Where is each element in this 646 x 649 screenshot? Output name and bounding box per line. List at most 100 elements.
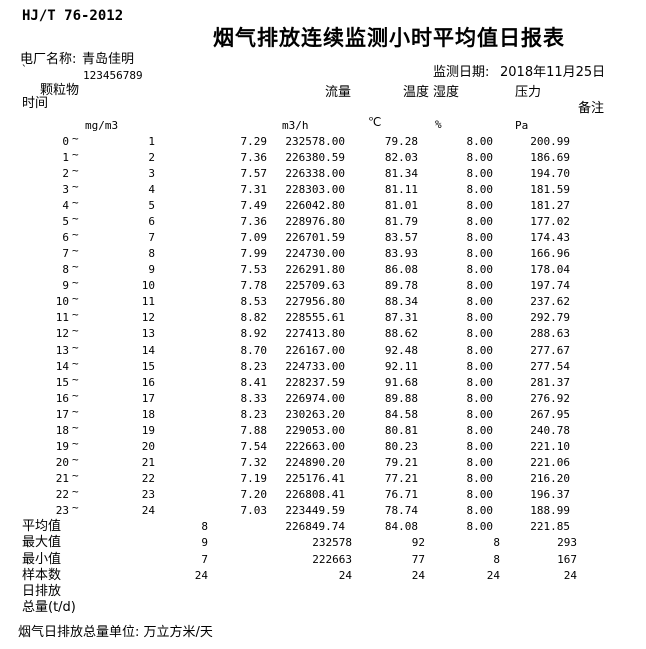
cell-dust: 7.09 (240, 231, 268, 245)
cell-dust: 8.23 (240, 359, 268, 373)
cell-pressure: 277.67 (530, 343, 570, 357)
hour-row: 23 24 7.03 223449.59 78.74 8.00 188.99 ~ (0, 500, 646, 519)
cell-end: 10 (141, 279, 155, 293)
cell-start: 2 (62, 167, 69, 181)
cell-pressure: 200.99 (530, 135, 570, 148)
hour-row: 16 17 8.33 226974.00 89.88 8.00 276.92 ~ (0, 389, 646, 407)
cell-start: 6 (62, 231, 69, 245)
cell-flow: 227413.80 (285, 327, 345, 341)
summary-row-label: 最小值 (22, 551, 62, 567)
cell-flow: 228555.61 (285, 311, 345, 325)
hour-row: 2 3 7.57 226338.00 81.34 8.00 194.70 ~ (0, 164, 646, 182)
cell-start: 21 (55, 471, 69, 485)
tilde-separator: ~ (72, 180, 79, 194)
cell-end: 18 (141, 407, 155, 421)
cell-humidity: 8.00 (466, 375, 494, 389)
cell-flow: 226974.00 (285, 391, 345, 405)
cell-humidity: 8.00 (466, 279, 494, 293)
cell-start: 0 (62, 135, 69, 148)
cell-start: 11 (55, 311, 69, 325)
cell-pressure: 181.27 (530, 199, 570, 213)
cell-flow: 225709.63 (285, 279, 345, 293)
cell-humidity: 8.00 (466, 183, 494, 197)
cell-humidity: 8.00 (466, 391, 494, 405)
cell-end: 24 (141, 503, 155, 517)
unit-temp: ℃ (368, 115, 382, 129)
cell-start: 16 (55, 391, 69, 405)
cell-humidity: 8.00 (466, 503, 494, 517)
hour-row: 19 20 7.54 222663.00 80.23 8.00 221.10 ~ (0, 436, 646, 455)
cell-start: 13 (55, 343, 69, 357)
cell-end: 20 (141, 439, 155, 453)
cell-humidity: 8.00 (466, 231, 494, 245)
cell-end: 6 (148, 215, 155, 229)
tilde-separator: ~ (72, 404, 79, 418)
cell-temp: 92.48 (384, 343, 418, 357)
cell-dust: 7.36 (240, 215, 268, 229)
cell-dust: 7.99 (240, 247, 268, 261)
hour-row: 21 22 7.19 225176.41 77.21 8.00 216.20 ~ (0, 469, 646, 487)
cell-dust: 7.78 (240, 279, 268, 293)
monitor-date-value: 2018年11月25日 (500, 65, 606, 80)
cell-pressure: 197.74 (530, 279, 570, 293)
serial-number: 123456789 (83, 69, 143, 82)
cell-flow: 224890.20 (285, 455, 345, 469)
cell-pressure: 174.43 (530, 231, 570, 245)
cell-pressure: 166.96 (530, 247, 570, 261)
unit-dust: mg/m3 (85, 119, 119, 132)
cell-flow: 226701.59 (285, 231, 345, 245)
tilde-separator: ~ (72, 324, 79, 338)
cell-end: 11 (141, 295, 155, 309)
tilde-separator: ~ (72, 500, 79, 514)
cell-end: 13 (141, 327, 155, 341)
summary-row-label: 最大值 (22, 535, 62, 551)
cell-temp: 84.58 (384, 407, 418, 421)
cell-dust: 24 (194, 568, 208, 582)
cell-pressure: 221.10 (530, 439, 570, 453)
unit-flow: m3/h (282, 119, 309, 132)
cell-dust: 7.20 (240, 487, 268, 501)
cell-start: 3 (62, 183, 69, 197)
cell-humidity: 8.00 (466, 439, 494, 453)
cell-end: 2 (148, 151, 155, 165)
cell-pressure: 281.37 (530, 375, 570, 389)
stray-mark: ` (21, 63, 28, 76)
cell-humidity: 8.00 (466, 311, 494, 325)
cell-dust: 8.70 (240, 343, 268, 357)
cell-flow: 24 (338, 568, 352, 582)
cell-temp: 81.34 (384, 167, 418, 181)
report-title: 烟气排放连续监测小时平均值日报表 (213, 26, 565, 50)
cell-start: 19 (55, 439, 69, 453)
cell-start: 12 (55, 327, 69, 341)
cell-temp: 76.71 (384, 487, 418, 501)
tilde-separator: ~ (72, 148, 79, 162)
unit-humidity: % (435, 118, 442, 131)
cell-temp: 86.08 (384, 263, 418, 277)
summary-row-label: 平均值 (22, 519, 62, 534)
cell-dust: 8.23 (240, 407, 268, 421)
cell-humidity: 8.00 (466, 263, 494, 277)
cell-humidity: 8.00 (466, 407, 494, 421)
cell-humidity: 8.00 (466, 455, 494, 469)
cell-humidity: 8.00 (466, 151, 494, 165)
cell-end: 23 (141, 487, 155, 501)
hour-row: 14 15 8.23 224733.00 92.11 8.00 277.54 ~ (0, 357, 646, 375)
summary-row: 最小值 7 222663 77 8 167 (0, 552, 646, 568)
hour-row: 12 13 8.92 227413.80 88.62 8.00 288.63 ~ (0, 324, 646, 342)
cell-humidity: 8.00 (466, 135, 494, 148)
tilde-separator: ~ (72, 420, 79, 434)
cell-humidity: 8.00 (466, 199, 494, 213)
tilde-separator: ~ (72, 244, 79, 258)
tilde-separator: ~ (72, 436, 79, 450)
cell-dust: 7.53 (240, 263, 268, 277)
cell-temp: 81.11 (384, 183, 418, 197)
cell-pressure: 24 (563, 568, 577, 582)
cell-flow: 226849.74 (285, 520, 345, 533)
cell-pressure: 196.37 (530, 487, 570, 501)
cell-temp: 91.68 (384, 375, 418, 389)
cell-pressure: 221.85 (530, 520, 570, 533)
column-header-remark: 备注 (578, 101, 605, 116)
column-header-humidity: 湿度 (433, 85, 460, 100)
cell-flow: 225176.41 (285, 471, 345, 485)
